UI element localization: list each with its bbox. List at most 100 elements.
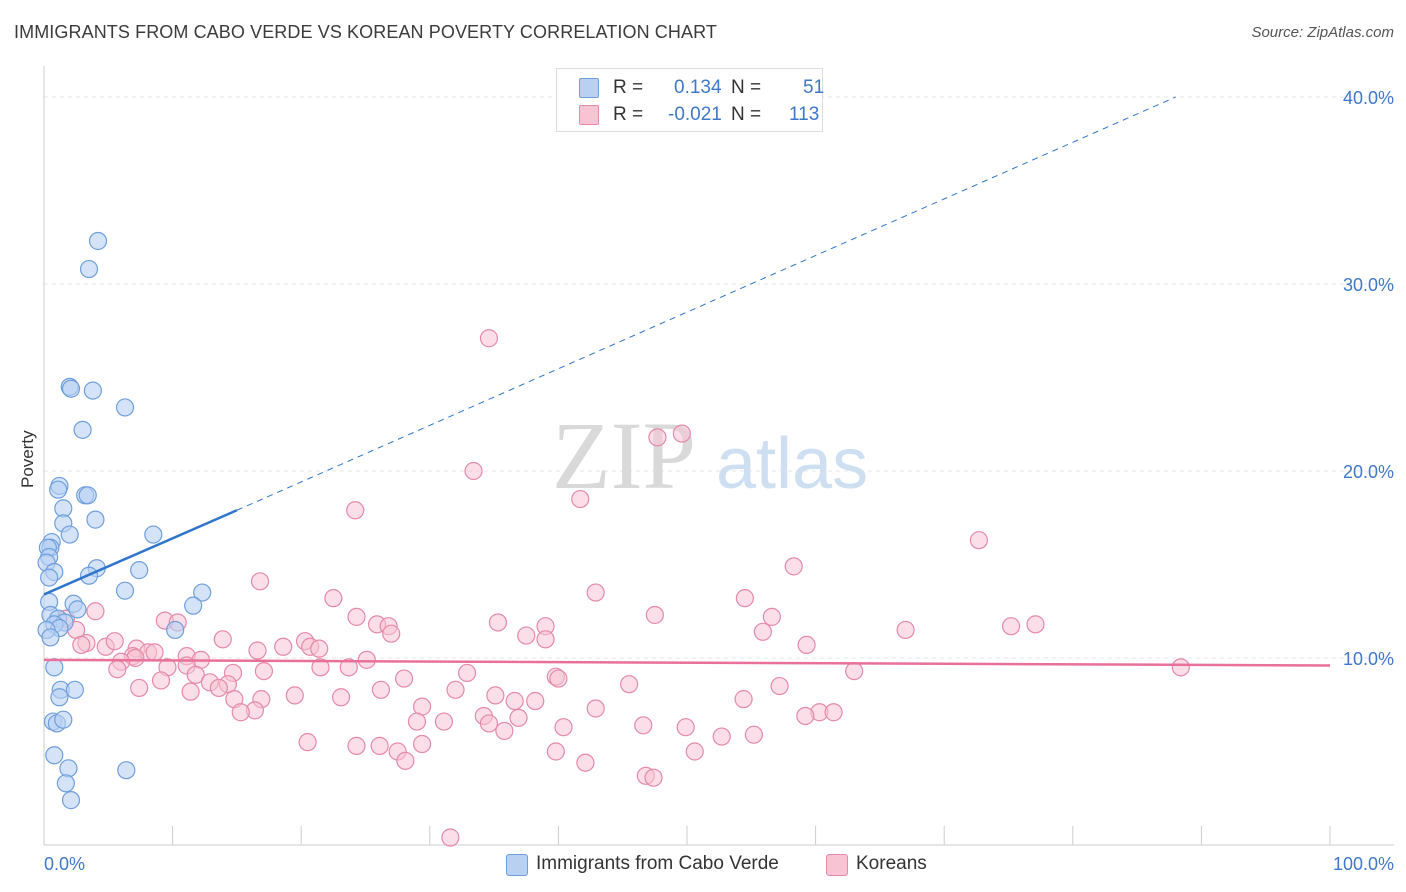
korean-point-84 [796, 706, 815, 726]
korean-point-50 [311, 658, 330, 677]
korean-point-18 [488, 613, 508, 632]
korean-point-26 [753, 622, 772, 641]
korean-point-28 [536, 630, 555, 649]
legend-r-value: -0.021 [668, 104, 722, 125]
axes [43, 66, 1394, 846]
korean-point-15 [347, 607, 366, 626]
bottom-legend-swatch-pink [826, 854, 848, 876]
x-tick-label-1: 100.0% [1333, 854, 1394, 874]
legend-n-label: N = [731, 77, 762, 98]
legend-r-label: R = [613, 104, 644, 125]
korean-point-112 [441, 828, 460, 847]
korean-point-90 [509, 708, 528, 727]
cabo-verde-point-29 [184, 596, 203, 615]
koreans-points [56, 329, 1190, 847]
trend-lines [43, 96, 1331, 667]
cabo-verde-trend-extension [236, 96, 1176, 511]
korean-point-11 [735, 589, 754, 608]
korean-point-68 [130, 678, 149, 698]
korean-point-56 [186, 665, 205, 684]
korean-point-0 [479, 329, 499, 348]
korean-point-70 [181, 682, 200, 701]
korean-point-61 [151, 671, 171, 690]
korean-point-105 [576, 753, 595, 772]
cabo-verde-point-51 [61, 791, 81, 810]
korean-point-31 [797, 635, 816, 655]
cabo-verde-point-10 [78, 486, 97, 505]
cabo-verde-point-14 [60, 525, 79, 544]
korean-point-10 [324, 589, 343, 608]
cabo-verde-point-6 [73, 420, 92, 439]
korean-point-4 [571, 489, 590, 509]
korean-point-12 [86, 602, 105, 621]
korean-point-57 [845, 661, 864, 681]
korean-point-55 [457, 663, 477, 683]
legend-n-value: 113 [789, 104, 820, 125]
cabo-verde-point-27 [193, 583, 212, 602]
korean-point-107 [644, 768, 663, 787]
korean-point-7 [784, 557, 803, 576]
korean-point-29 [213, 630, 232, 649]
cabo-verde-point-25 [40, 568, 59, 587]
korean-point-94 [495, 721, 514, 741]
koreans-trend-line [43, 658, 1331, 667]
korean-point-92 [634, 716, 653, 735]
korean-point-108 [1171, 658, 1190, 677]
korean-point-6 [969, 531, 989, 550]
cabo-verde-point-39 [41, 628, 60, 647]
korean-point-25 [382, 624, 401, 643]
korean-point-1 [672, 424, 691, 443]
cabo-verde-points [37, 231, 212, 810]
legend-r-label: R = [613, 77, 644, 98]
korean-point-27 [517, 626, 536, 645]
korean-point-38 [310, 639, 329, 658]
korean-point-67 [446, 680, 465, 699]
korean-point-2 [648, 428, 667, 447]
cabo-verde-point-3 [61, 379, 81, 398]
cabo-verde-point-42 [65, 680, 84, 699]
korean-point-96 [744, 725, 763, 744]
korean-point-22 [896, 620, 915, 640]
korean-point-89 [434, 712, 454, 731]
y-axis-label: Poverty [18, 430, 37, 488]
korean-point-23 [1001, 617, 1021, 636]
gridlines [44, 96, 1394, 659]
korean-point-5 [346, 501, 365, 520]
tick-labels: 10.0% 20.0% 30.0% 40.0% 0.0% 100.0% [44, 88, 1394, 874]
korean-point-88 [407, 712, 427, 731]
watermark-atlas: atlas [716, 424, 868, 504]
cabo-verde-point-43 [50, 688, 69, 707]
korean-point-99 [347, 736, 366, 755]
korean-point-34 [105, 632, 124, 651]
korean-point-102 [546, 742, 565, 761]
korean-point-36 [274, 637, 293, 656]
y-tick-label-2: 30.0% [1343, 275, 1394, 295]
korean-point-93 [676, 718, 695, 737]
cabo-verde-point-31 [68, 600, 87, 619]
korean-point-87 [479, 714, 499, 733]
korean-point-51 [339, 658, 358, 677]
korean-point-43 [145, 643, 164, 662]
korean-point-65 [770, 676, 789, 696]
korean-point-78 [526, 691, 545, 711]
cabo-verde-point-26 [115, 581, 135, 600]
correlation-legend: R = 0.134 N = 51 R = -0.021 N = 113 [556, 68, 825, 132]
korean-point-71 [486, 686, 505, 705]
korean-point-80 [586, 699, 605, 718]
cabo-verde-point-49 [117, 761, 136, 780]
cabo-verde-point-4 [83, 381, 102, 400]
korean-point-60 [549, 669, 568, 688]
cabo-verde-point-48 [59, 759, 78, 778]
cabo-verde-point-15 [144, 525, 163, 544]
korean-point-77 [505, 691, 524, 711]
cabo-verde-point-1 [79, 259, 99, 279]
cabo-verde-point-46 [54, 710, 73, 729]
legend-n-value: 51 [803, 77, 825, 98]
korean-point-3 [464, 461, 483, 481]
legend-r-value: 0.134 [674, 77, 722, 98]
legend-n-label: N = [731, 104, 762, 125]
korean-point-104 [396, 751, 415, 770]
korean-point-69 [371, 680, 391, 699]
cabo-verde-point-8 [49, 480, 68, 499]
